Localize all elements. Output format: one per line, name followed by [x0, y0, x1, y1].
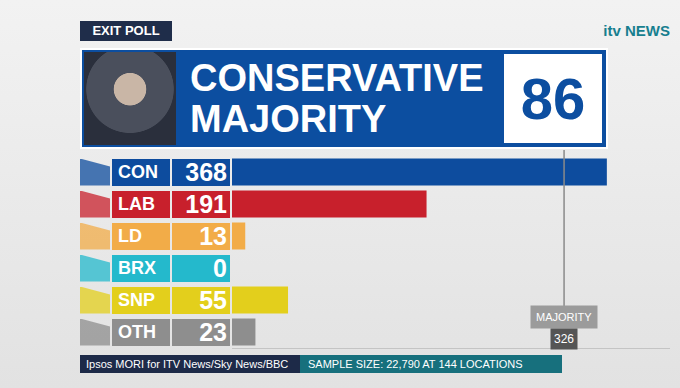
- html-text:SNP: SNP: [118, 289, 155, 310]
- html-text:55: 55: [199, 285, 227, 314]
- html-text:Ipsos MORI for ITV News/Sky Ne: Ipsos MORI for ITV News/Sky News/BBC: [86, 358, 289, 370]
- html-text:LAB: LAB: [118, 193, 155, 214]
- html-text:BRX: BRX: [118, 257, 156, 278]
- svg-text:326: 326: [554, 332, 574, 346]
- html-text:MAJORITY: MAJORITY: [190, 98, 387, 140]
- html-text:SAMPLE SIZE: 22,790 AT 144 LOC: SAMPLE SIZE: 22,790 AT 144 LOCATIONS: [308, 358, 523, 370]
- html-text:368: 368: [185, 157, 227, 186]
- html-text:CON: CON: [118, 161, 158, 182]
- html-text:itv NEWS: itv NEWS: [603, 22, 670, 39]
- html-text:EXIT POLL: EXIT POLL: [92, 23, 160, 38]
- html-text:OTH: OTH: [118, 321, 156, 342]
- svg-text:MAJORITY: MAJORITY: [536, 311, 592, 323]
- html-text:13: 13: [199, 221, 227, 250]
- html-text:LD: LD: [118, 225, 142, 246]
- html-text:CONSERVATIVE: CONSERVATIVE: [190, 57, 484, 99]
- html-text:191: 191: [185, 189, 227, 218]
- html-text:86: 86: [520, 66, 586, 131]
- html-text:0: 0: [213, 253, 227, 282]
- html-text:23: 23: [199, 317, 227, 346]
